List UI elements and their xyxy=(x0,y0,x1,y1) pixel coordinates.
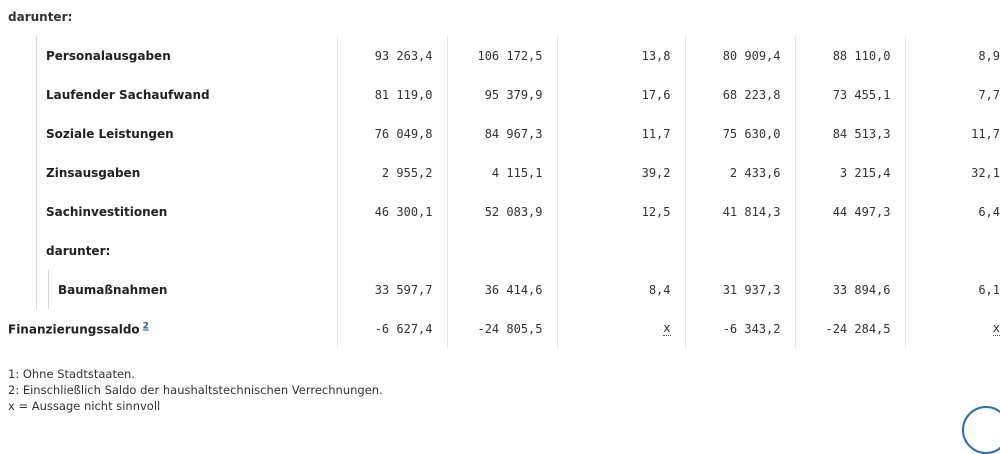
value-cell: -6 343,2 xyxy=(684,309,795,348)
not-applicable-mark[interactable]: x xyxy=(663,321,671,336)
value-cell: 88 110,0 xyxy=(794,36,905,75)
value-cell: -24 805,5 xyxy=(446,309,557,348)
value-cell: 52 083,9 xyxy=(446,192,557,231)
row-label: Soziale Leistungen xyxy=(46,126,174,141)
row-label-cell: Laufender Sachaufwand xyxy=(8,75,337,114)
row-label-cell: Zinsausgaben xyxy=(8,153,337,192)
value-cell: 3 215,4 xyxy=(794,153,905,192)
value-cell: 2 955,2 xyxy=(336,153,447,192)
footnote-link[interactable]: 2 xyxy=(142,321,149,331)
table-row: Sachinvestitionen 46 300,1 52 083,9 12,5… xyxy=(8,192,1000,231)
row-label-cell: Sachinvestitionen xyxy=(8,192,337,231)
value-cell: 39,2 xyxy=(556,153,685,192)
value-cell xyxy=(904,231,1000,270)
footnote-text: 1: Ohne Stadtstaaten. xyxy=(8,367,135,381)
table-row: darunter: xyxy=(8,231,1000,270)
footnote-text: 2: Einschließlich Saldo der haushaltstec… xyxy=(8,383,383,397)
table-row: Laufender Sachaufwand 81 119,0 95 379,9 … xyxy=(8,75,1000,114)
value-cell: 93 263,4 xyxy=(336,36,447,75)
table-row: Personalausgaben 93 263,4 106 172,5 13,8… xyxy=(8,36,1000,75)
value-cell: 81 119,0 xyxy=(336,75,447,114)
value-cell: 106 172,5 xyxy=(446,36,557,75)
value-cell: -6 627,4 xyxy=(336,309,447,348)
value-cell xyxy=(556,231,685,270)
value-cell: 95 379,9 xyxy=(446,75,557,114)
value-cell: 75 630,0 xyxy=(684,114,795,153)
value-cell: 31 937,3 xyxy=(684,270,795,309)
value-cell: 76 049,8 xyxy=(336,114,447,153)
value-cell xyxy=(336,231,447,270)
row-label: Zinsausgaben xyxy=(46,165,141,180)
value-cell: 73 455,1 xyxy=(794,75,905,114)
value-cell: 13,8 xyxy=(556,36,685,75)
value-cell: 4 115,1 xyxy=(446,153,557,192)
value-cell xyxy=(794,231,905,270)
value-cell: -24 284,5 xyxy=(794,309,905,348)
value-cell: 11,7 xyxy=(904,114,1000,153)
table-row: Soziale Leistungen 76 049,8 84 967,3 11,… xyxy=(8,114,1000,153)
table-row: Finanzierungssaldo 2 -6 627,4 -24 805,5 x… xyxy=(8,309,1000,348)
row-label-cell: Personalausgaben xyxy=(8,36,337,75)
value-cell: x xyxy=(904,309,1000,348)
value-cell: 33 597,7 xyxy=(336,270,447,309)
row-label: Personalausgaben xyxy=(46,48,171,63)
value-cell: 33 894,6 xyxy=(794,270,905,309)
row-label: Sachinvestitionen xyxy=(46,204,168,219)
value-cell: 6,4 xyxy=(904,192,1000,231)
row-label-cell: Baumaßnahmen xyxy=(8,270,337,309)
value-cell: 36 414,6 xyxy=(446,270,557,309)
value-cell: 8,9 xyxy=(904,36,1000,75)
value-cell: x xyxy=(556,309,685,348)
value-cell xyxy=(446,231,557,270)
value-cell: 84 513,3 xyxy=(794,114,905,153)
row-label-cell: Finanzierungssaldo 2 xyxy=(8,309,337,348)
row-label: Baumaßnahmen xyxy=(58,282,168,297)
not-applicable-mark[interactable]: x xyxy=(992,321,1000,336)
value-cell: 7,7 xyxy=(904,75,1000,114)
value-cell: 32,1 xyxy=(904,153,1000,192)
value-cell: 2 433,6 xyxy=(684,153,795,192)
value-cell: 6,1 xyxy=(904,270,1000,309)
table-row: Zinsausgaben 2 955,2 4 115,1 39,2 2 433,… xyxy=(8,153,1000,192)
value-cell xyxy=(684,231,795,270)
footnote-text: x = Aussage nicht sinnvoll xyxy=(8,399,161,413)
row-label: darunter: xyxy=(46,243,111,258)
table-row: Baumaßnahmen 33 597,7 36 414,6 8,4 31 93… xyxy=(8,270,1000,309)
value-cell: 12,5 xyxy=(556,192,685,231)
value-cell: 8,4 xyxy=(556,270,685,309)
value-cell: 68 223,8 xyxy=(684,75,795,114)
value-cell: 44 497,3 xyxy=(794,192,905,231)
row-label-cell: Soziale Leistungen xyxy=(8,114,337,153)
value-cell: 80 909,4 xyxy=(684,36,795,75)
value-cell: 11,7 xyxy=(556,114,685,153)
scroll-top-button[interactable] xyxy=(962,406,1000,454)
section-label: darunter: xyxy=(8,10,73,24)
data-table: Personalausgaben 93 263,4 106 172,5 13,8… xyxy=(8,36,1000,348)
value-cell: 17,6 xyxy=(556,75,685,114)
value-cell: 46 300,1 xyxy=(336,192,447,231)
row-label-cell: darunter: xyxy=(8,231,337,270)
row-label: Finanzierungssaldo xyxy=(8,322,140,336)
footnotes: 1: Ohne Stadtstaaten. 2: Einschließlich … xyxy=(8,366,383,414)
row-label: Laufender Sachaufwand xyxy=(46,87,210,102)
value-cell: 41 814,3 xyxy=(684,192,795,231)
value-cell: 84 967,3 xyxy=(446,114,557,153)
